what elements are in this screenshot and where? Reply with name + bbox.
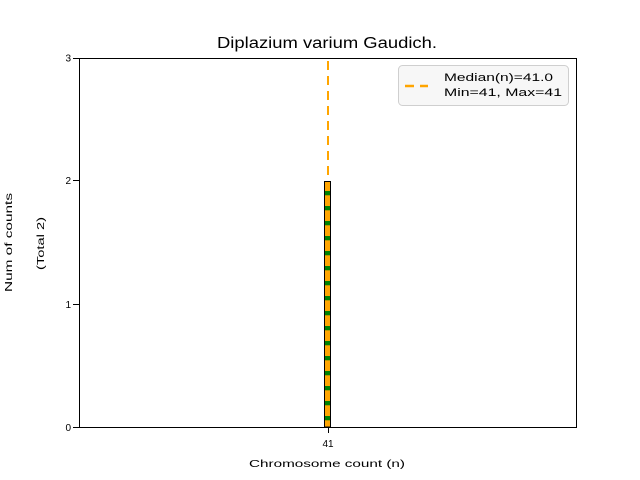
svg-text:Diplazium varium Gaudich.: Diplazium varium Gaudich.	[217, 35, 437, 52]
svg-text:Min=41, Max=41: Min=41, Max=41	[444, 87, 562, 99]
svg-text:Median(n)=41.0: Median(n)=41.0	[444, 72, 553, 84]
svg-text:41: 41	[322, 439, 334, 450]
svg-text:2: 2	[65, 176, 71, 187]
svg-text:Chromosome count (n): Chromosome count (n)	[249, 458, 405, 470]
svg-text:1: 1	[65, 300, 71, 311]
svg-text:Num of counts: Num of counts	[3, 193, 15, 292]
svg-text:0: 0	[65, 423, 71, 434]
svg-text:3: 3	[65, 54, 71, 65]
svg-text:(Total 2): (Total 2)	[35, 217, 47, 270]
